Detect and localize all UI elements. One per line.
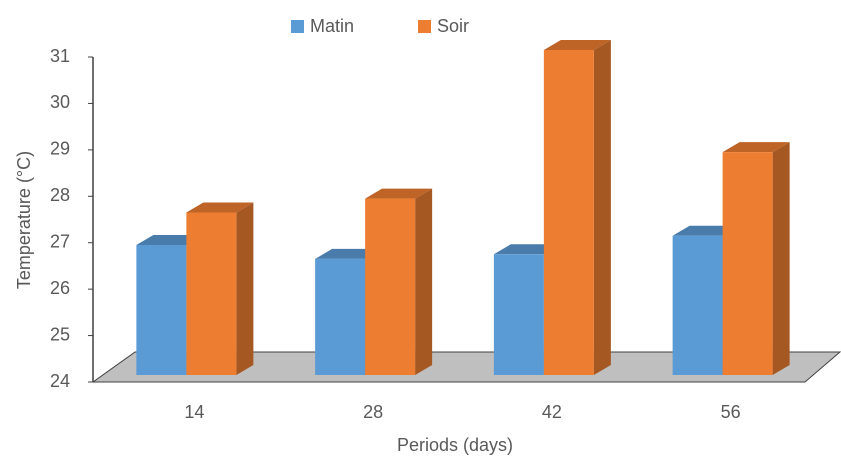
bar [186,212,237,375]
y-tick-label: 30 [50,92,70,112]
y-tick-label: 25 [50,324,70,344]
bar [543,50,594,375]
bar [315,258,366,375]
y-axis-title: Temperature (°C) [14,151,34,289]
y-tick-label: 27 [50,231,70,251]
y-tick-label: 31 [50,46,70,66]
bar-side [236,202,254,375]
bar-side [415,188,433,375]
bar-top [365,188,433,199]
bar-top [722,142,790,153]
legend-label: Soir [437,16,469,36]
bar [672,235,723,375]
legend-label: Matin [310,16,354,36]
legend-swatch [418,20,431,33]
y-tick-label: 24 [50,371,70,391]
x-tick-label: 42 [542,402,562,422]
bar-top [543,40,611,50]
x-tick-label: 56 [721,402,741,422]
x-tick-label: 28 [363,402,383,422]
floor [91,351,841,383]
bar [365,198,416,375]
bar [722,152,773,375]
bar [493,254,544,375]
bar [136,245,187,375]
y-tick-label: 28 [50,185,70,205]
y-tick-label: 26 [50,278,70,298]
y-tick-label: 29 [50,139,70,159]
bar-side [593,40,611,375]
bar-side [772,142,790,375]
x-tick-label: 14 [184,402,204,422]
bar-top [186,202,254,213]
x-axis-title: Periods (days) [397,435,513,455]
legend-swatch [291,20,304,33]
